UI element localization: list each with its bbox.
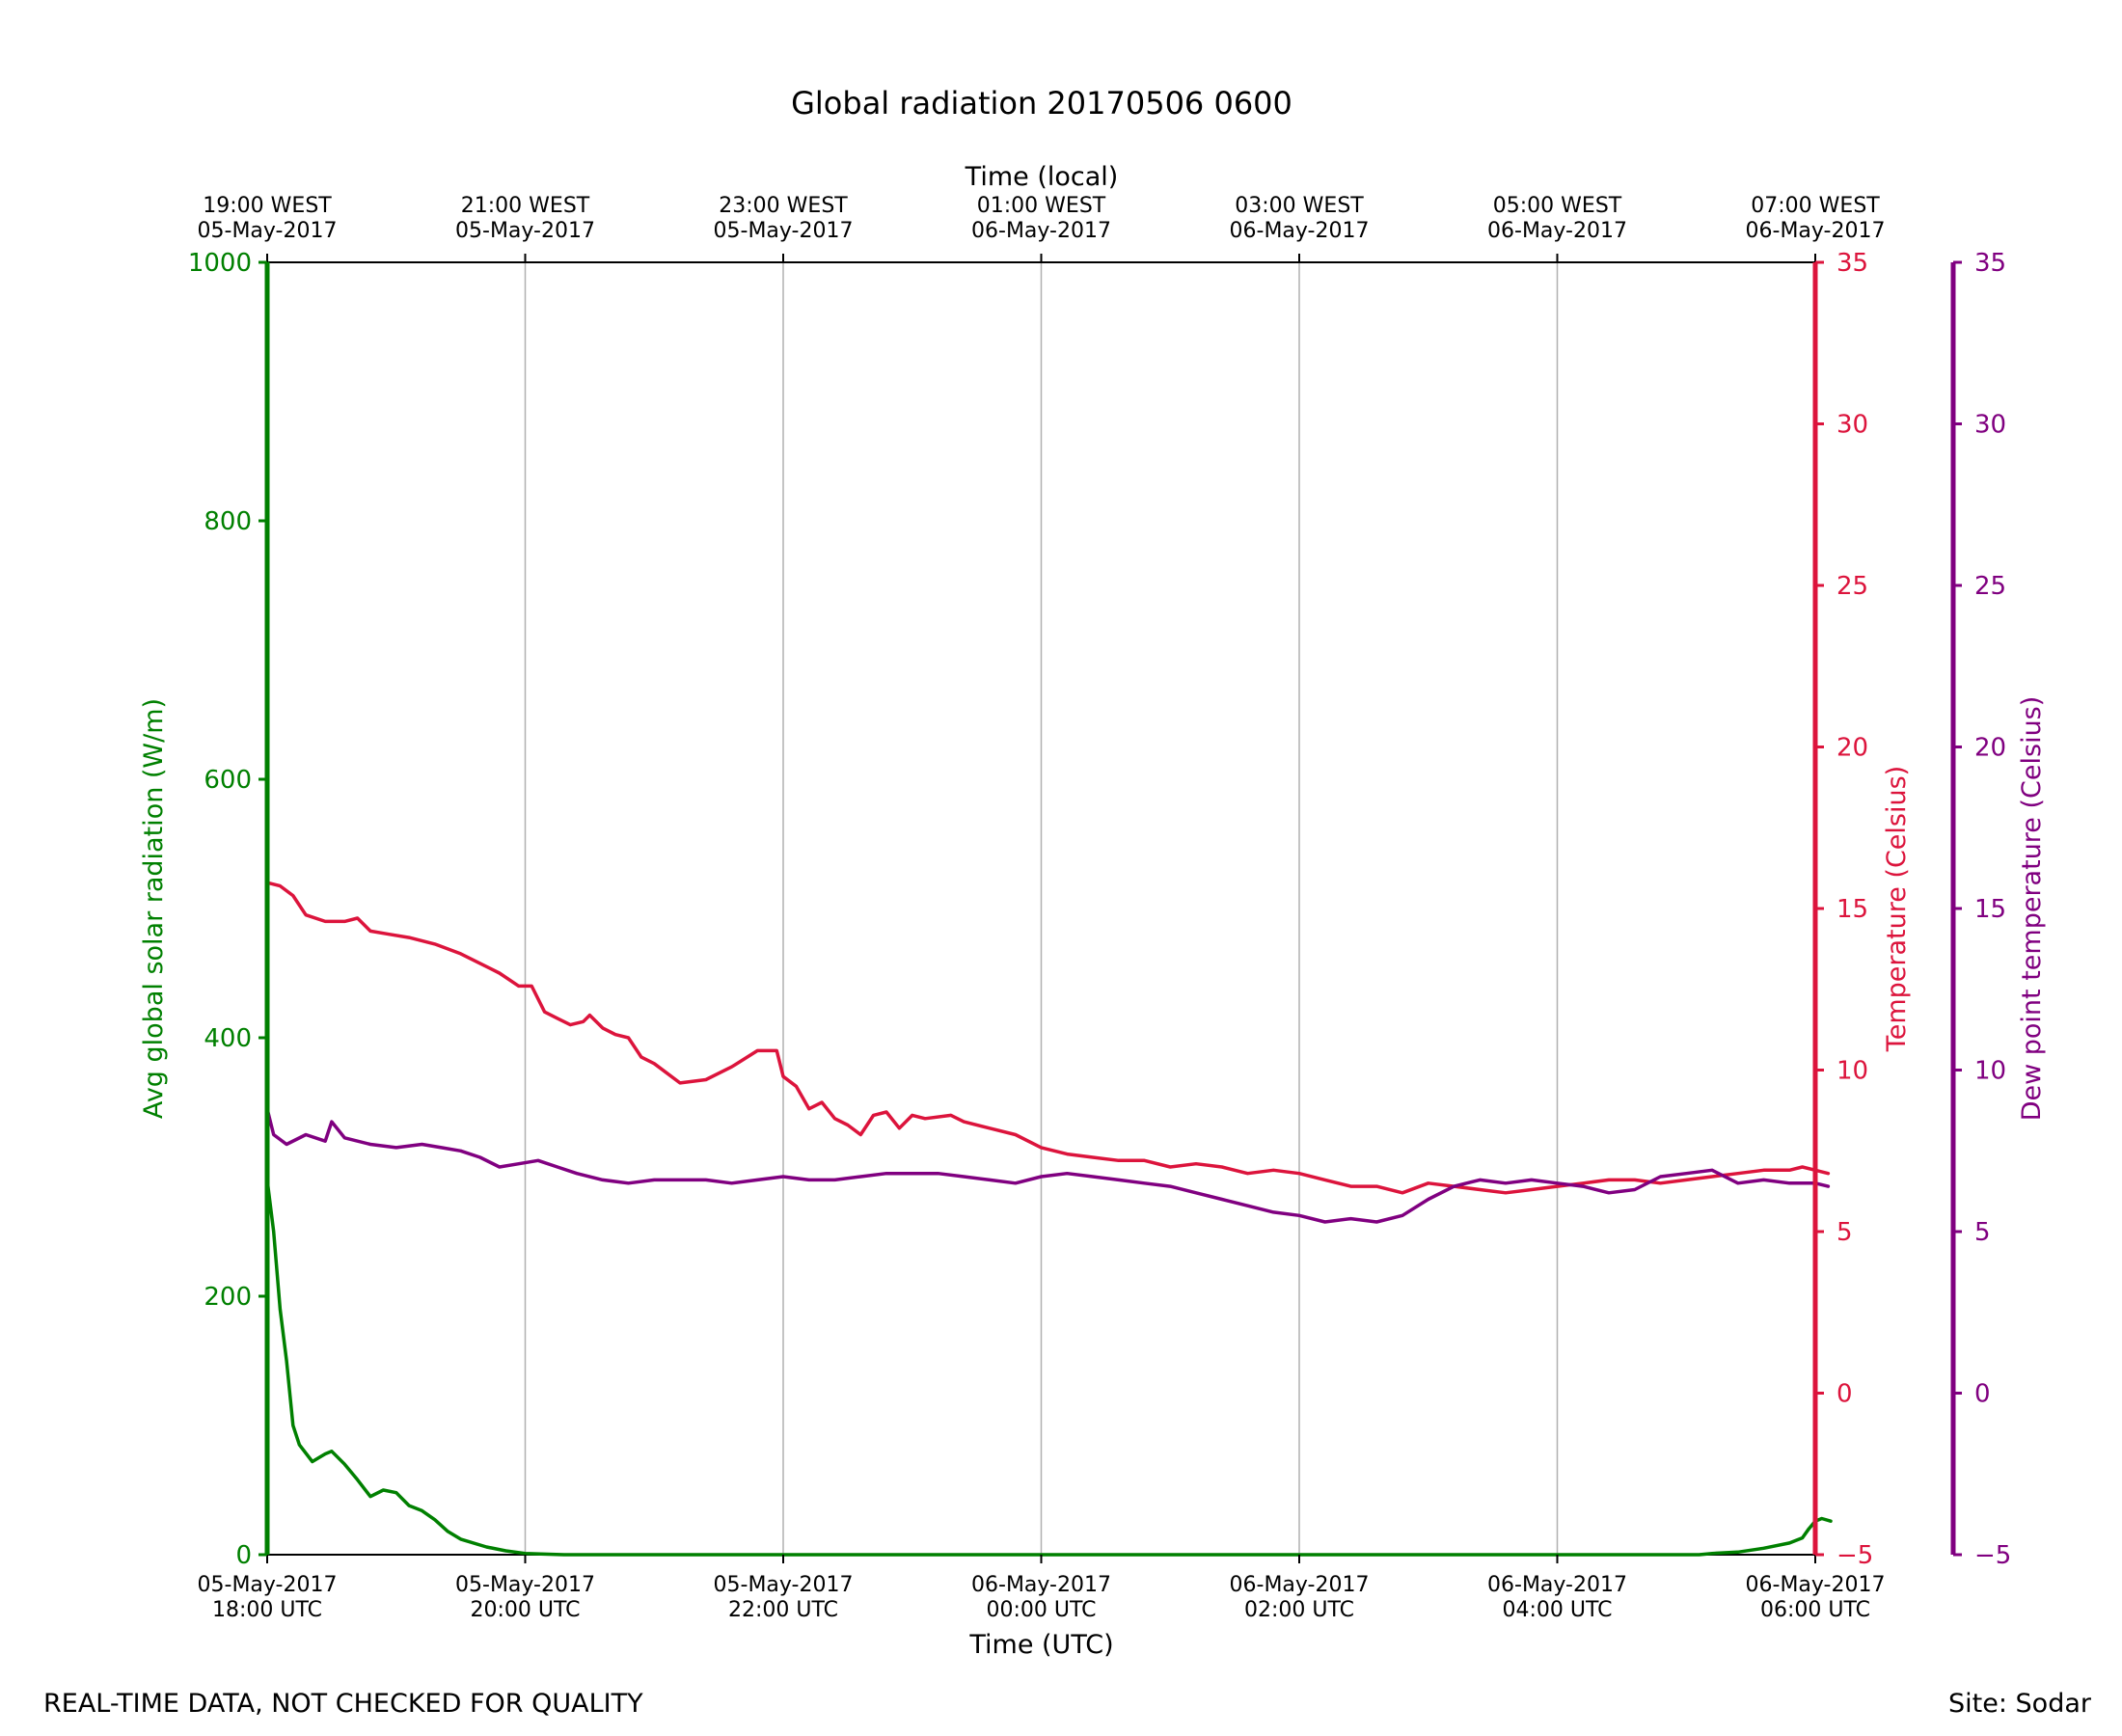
x-bottom-tick-label-time: 20:00 UTC <box>470 1598 580 1622</box>
temperature-tick-label: 25 <box>1836 572 1868 601</box>
x-bottom-tick-label-time: 02:00 UTC <box>1244 1598 1354 1622</box>
x-top-tick-label-date: 06-May-2017 <box>1746 219 1886 243</box>
x-bottom-tick-label-time: 18:00 UTC <box>212 1598 322 1622</box>
radiation-axis-label: Avg global solar radiation (W/m) <box>139 698 169 1119</box>
x-bottom-tick-label-time: 04:00 UTC <box>1502 1598 1612 1622</box>
temperature-tick-label: 35 <box>1836 249 1868 278</box>
dewpoint-axis-label: Dew point temperature (Celsius) <box>2017 696 2047 1122</box>
x-bottom-tick-label-time: 00:00 UTC <box>986 1598 1096 1622</box>
x-top-tick-label-time: 21:00 WEST <box>461 194 590 218</box>
x-top-tick-label-date: 05-May-2017 <box>714 219 854 243</box>
series-line-dewpoint <box>265 1106 1831 1224</box>
x-bottom-tick-label-date: 06-May-2017 <box>971 1573 1111 1597</box>
temperature-tick-label: 0 <box>1836 1380 1853 1409</box>
x-top-tick-label-time: 03:00 WEST <box>1235 194 1364 218</box>
x-bottom-tick-label-date: 05-May-2017 <box>198 1573 338 1597</box>
x-top-axis-label: Time (local) <box>965 162 1119 192</box>
dewpoint-tick-label: 30 <box>1974 411 2006 440</box>
x-top-tick-label-time: 07:00 WEST <box>1751 194 1880 218</box>
dewpoint-tick-label: 15 <box>1974 895 2006 924</box>
x-top-tick-label-date: 06-May-2017 <box>1487 219 1627 243</box>
radiation-tick-label: 600 <box>204 766 252 795</box>
temperature-tick-label: −5 <box>1836 1541 1873 1570</box>
dewpoint-tick-label: 35 <box>1974 249 2006 278</box>
x-bottom-tick-label-time: 06:00 UTC <box>1760 1598 1870 1622</box>
x-bottom-tick-label-date: 05-May-2017 <box>455 1573 595 1597</box>
dewpoint-tick-label: 10 <box>1974 1057 2006 1086</box>
x-bottom-tick-label-date: 06-May-2017 <box>1230 1573 1370 1597</box>
vertical-gridlines <box>524 262 1559 1555</box>
dewpoint-tick-label: 25 <box>1974 572 2006 601</box>
x-bottom-tick-label-date: 06-May-2017 <box>1746 1573 1886 1597</box>
x-bottom-tick-label-time: 22:00 UTC <box>728 1598 838 1622</box>
x-top-tick-label-date: 06-May-2017 <box>971 219 1111 243</box>
chart-title: Global radiation 20170506 0600 <box>791 85 1292 122</box>
series-line-radiation <box>265 260 1833 1557</box>
temperature-tick-label: 5 <box>1836 1218 1853 1247</box>
quality-disclaimer: REAL-TIME DATA, NOT CHECKED FOR QUALITY <box>43 1689 643 1719</box>
radiation-tick-label: 400 <box>204 1024 252 1053</box>
x-top-tick-label-date: 06-May-2017 <box>1230 219 1370 243</box>
x-bottom-tick-label-date: 06-May-2017 <box>1487 1573 1627 1597</box>
x-top-tick-label-date: 05-May-2017 <box>198 219 338 243</box>
x-top-tick-label-time: 01:00 WEST <box>977 194 1106 218</box>
site-label: Site: Sodar <box>1948 1689 2092 1719</box>
x-top-tick-label-time: 05:00 WEST <box>1493 194 1622 218</box>
x-top-tick-label-time: 19:00 WEST <box>203 194 332 218</box>
dewpoint-tick-label: 20 <box>1974 734 2006 763</box>
temperature-tick-label: 20 <box>1836 734 1868 763</box>
radiation-tick-label: 200 <box>204 1283 252 1312</box>
x-bottom-tick-label-date: 05-May-2017 <box>714 1573 854 1597</box>
dewpoint-tick-label: 0 <box>1974 1380 1991 1409</box>
dewpoint-tick-label: 5 <box>1974 1218 1991 1247</box>
temperature-tick-label: 30 <box>1836 411 1868 440</box>
series-line-temperature <box>265 881 1831 1195</box>
radiation-tick-label: 1000 <box>188 249 252 278</box>
dewpoint-tick-label: −5 <box>1974 1541 2011 1570</box>
x-bottom-axis-label: Time (UTC) <box>968 1630 1113 1660</box>
x-top-tick-label-date: 05-May-2017 <box>455 219 595 243</box>
radiation-tick-label: 800 <box>204 507 252 536</box>
temperature-tick-label: 15 <box>1836 895 1868 924</box>
x-top-tick-label-time: 23:00 WEST <box>719 194 848 218</box>
temperature-axis-label: Temperature (Celsius) <box>1882 766 1912 1052</box>
radiation-tick-label: 0 <box>235 1541 252 1570</box>
series-layer <box>265 260 1833 1557</box>
temperature-tick-label: 10 <box>1836 1057 1868 1086</box>
